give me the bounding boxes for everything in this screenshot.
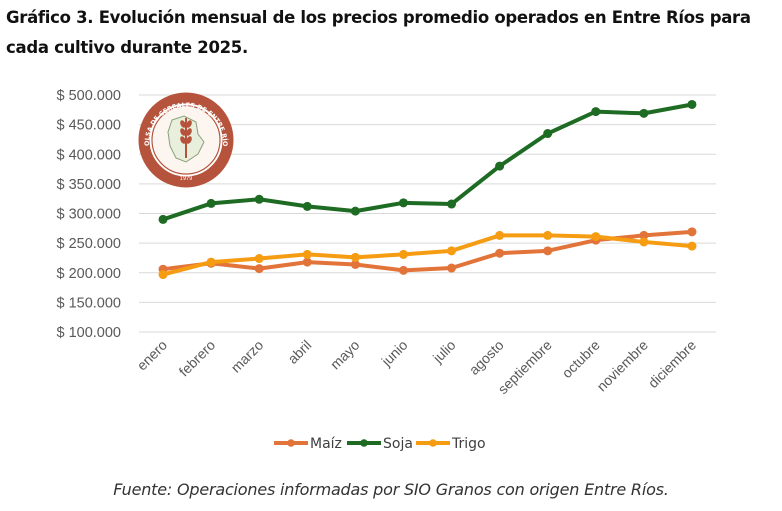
x-tick-label: marzo — [228, 337, 267, 376]
y-tick-label: $ 100.000 — [56, 325, 121, 341]
y-axis: $ 100.000 $ 150.000 $ 200.000 $ 250.000 $ 30… — [56, 88, 121, 341]
x-tick-label: junio — [378, 337, 411, 370]
legend-label: Soja — [383, 436, 413, 452]
data-point — [350, 206, 360, 216]
data-point — [687, 241, 697, 251]
data-point — [687, 227, 697, 237]
legend-item: Soja — [347, 436, 413, 452]
data-point — [398, 198, 408, 208]
legend: Maíz Soja Trigo — [274, 436, 486, 452]
data-point — [254, 194, 264, 204]
y-tick-label: $ 500.000 — [56, 88, 121, 104]
series-group — [158, 99, 697, 280]
data-point — [447, 246, 457, 256]
data-point — [350, 252, 360, 262]
legend-swatch-marker — [287, 439, 295, 447]
legend-swatch-marker — [360, 439, 368, 447]
x-tick-label: enero — [134, 337, 171, 374]
logo-outer-ring — [138, 92, 234, 188]
series-soja — [158, 99, 697, 224]
x-tick-label: noviembre — [593, 337, 651, 395]
series-line — [161, 102, 694, 222]
source-note: Fuente: Operaciones informadas por SIO G… — [113, 480, 669, 499]
data-point — [254, 264, 264, 274]
data-point — [447, 199, 457, 209]
data-point — [206, 198, 216, 208]
x-tick-label: febrero — [176, 337, 219, 380]
data-point — [447, 263, 457, 273]
y-tick-label: $ 150.000 — [56, 295, 121, 311]
logo-inner-ring — [151, 105, 221, 175]
series-trigo — [158, 230, 697, 280]
data-point — [687, 99, 697, 109]
x-tick-label: abril — [284, 337, 314, 367]
x-axis: enero febrero marzo abril mayo junio julio agos… — [134, 337, 700, 397]
data-point — [302, 257, 312, 267]
y-tick-label: $ 250.000 — [56, 236, 121, 252]
logo-year: 1979 — [180, 176, 193, 182]
data-point — [495, 248, 505, 258]
wheat-grains-icon — [180, 120, 192, 144]
data-point — [543, 230, 553, 240]
x-tick-label: octubre — [559, 337, 603, 381]
legend-item: Trigo — [416, 436, 486, 452]
y-tick-label: $ 450.000 — [56, 118, 121, 134]
data-point — [591, 232, 601, 242]
legend-swatch-marker — [429, 439, 437, 447]
legend-label: Maíz — [310, 436, 342, 452]
bolsa-cereales-logo: BOLSA DE CEREALES DE ENTRE RÍOS 1979 — [138, 92, 234, 188]
data-point — [591, 107, 601, 117]
y-tick-label: $ 200.000 — [56, 266, 121, 282]
data-point — [639, 108, 649, 118]
data-point — [495, 161, 505, 171]
data-point — [158, 270, 168, 280]
data-point — [398, 265, 408, 275]
data-point — [206, 257, 216, 267]
y-tick-label: $ 300.000 — [56, 207, 121, 223]
x-tick-label: diciembre — [645, 337, 699, 391]
data-point — [639, 237, 649, 247]
y-tick-label: $ 400.000 — [56, 147, 121, 163]
data-point — [543, 246, 553, 256]
legend-item: Maíz — [274, 436, 342, 452]
x-tick-label: agosto — [466, 337, 507, 378]
data-point — [350, 259, 360, 269]
series-line — [161, 233, 694, 277]
data-point — [398, 249, 408, 259]
data-point — [639, 230, 649, 240]
chart-title: Gráfico 3. Evolución mensual de los prec… — [6, 8, 751, 57]
legend-label: Trigo — [451, 436, 486, 452]
data-point — [254, 254, 264, 264]
x-tick-label: julio — [429, 337, 459, 367]
data-point — [302, 249, 312, 259]
x-tick-label: mayo — [327, 337, 363, 373]
data-point — [158, 214, 168, 224]
data-point — [495, 230, 505, 240]
data-point — [543, 129, 553, 139]
data-point — [302, 201, 312, 211]
gridlines — [139, 94, 716, 333]
y-tick-label: $ 350.000 — [56, 177, 121, 193]
